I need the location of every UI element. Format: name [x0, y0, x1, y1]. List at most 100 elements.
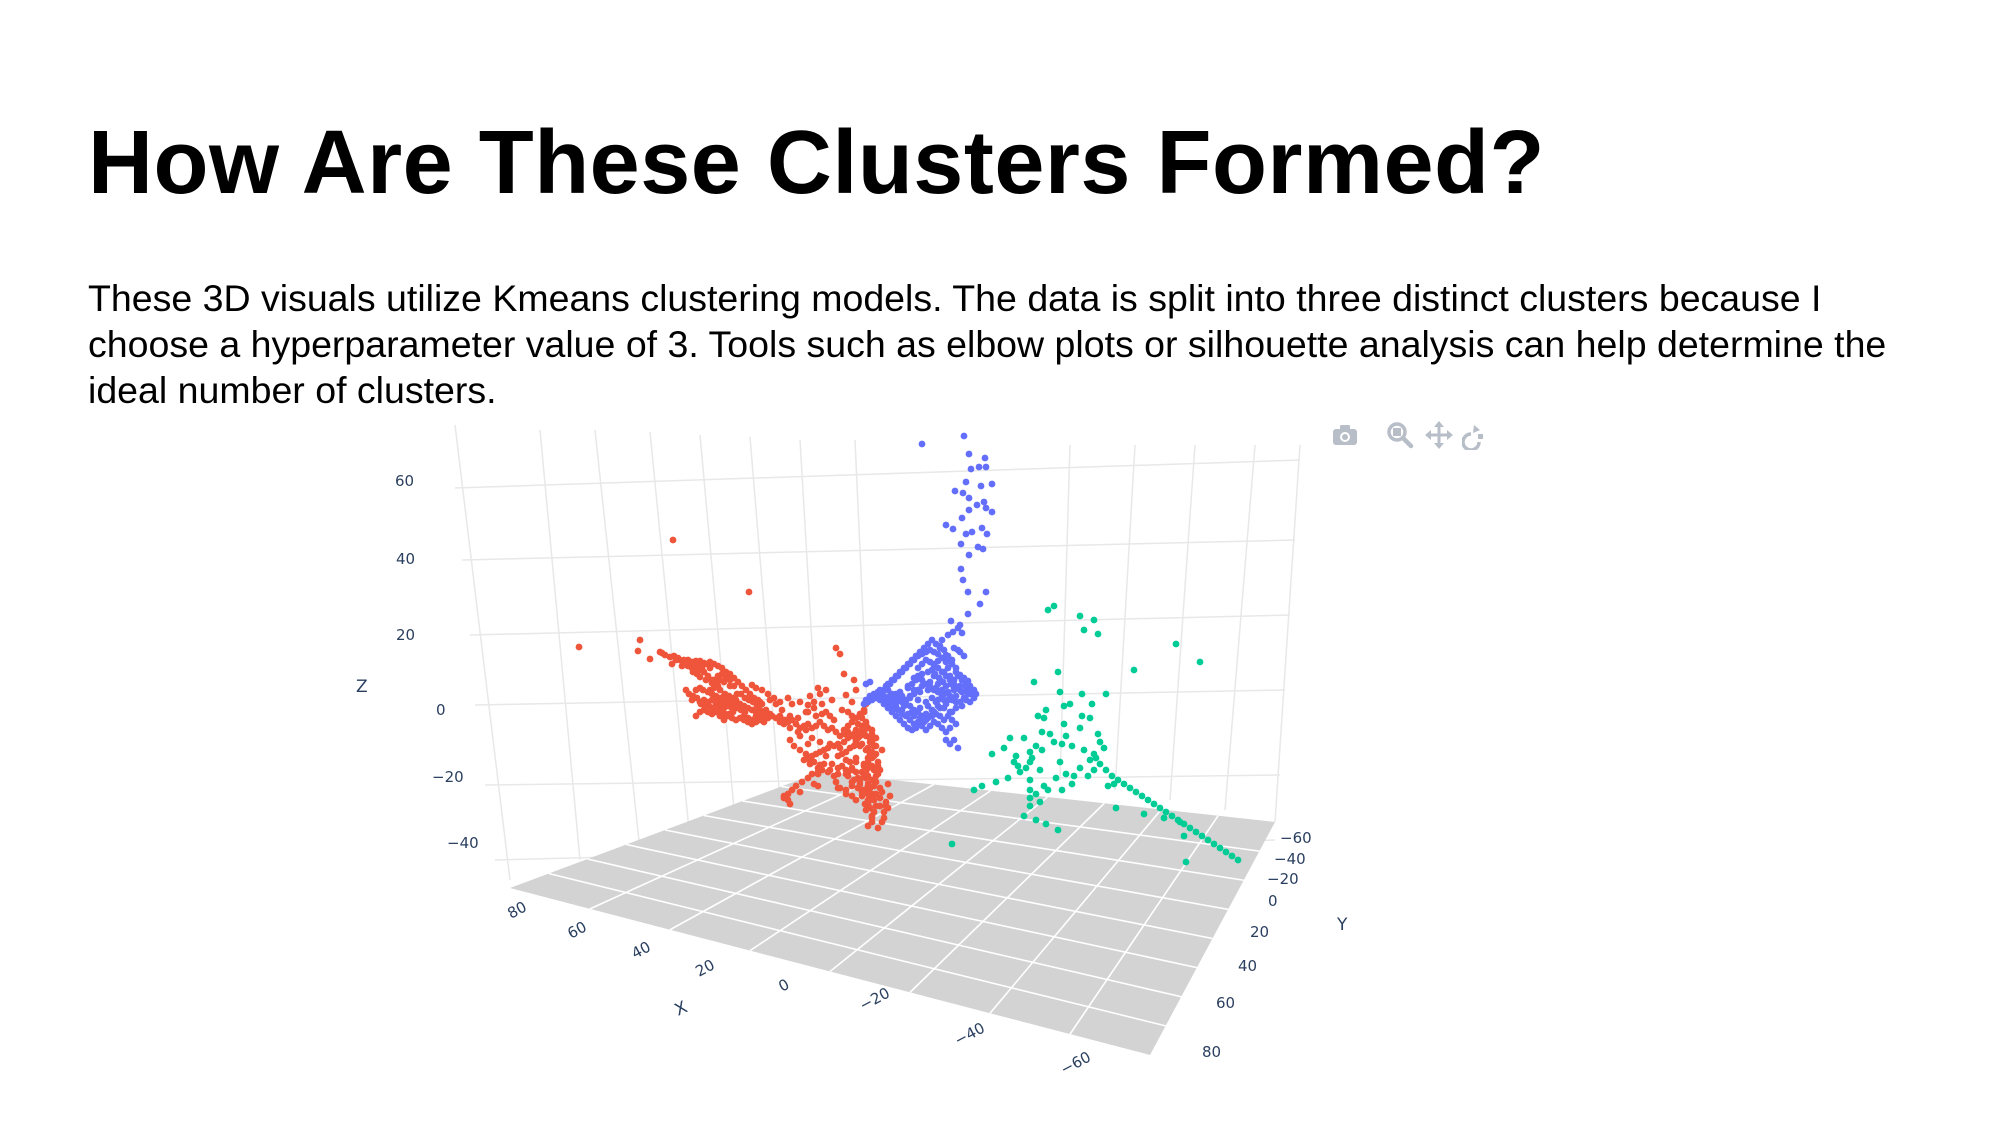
wall-gridline: [461, 539, 1296, 561]
data-point: [1102, 690, 1110, 698]
zoom-icon[interactable]: [1384, 420, 1414, 452]
data-point: [850, 676, 858, 684]
data-point: [864, 780, 872, 788]
pan-icon[interactable]: [1424, 420, 1454, 452]
data-point: [962, 478, 970, 486]
data-point: [874, 770, 882, 778]
data-point: [680, 660, 688, 668]
data-point: [1096, 738, 1104, 746]
data-point: [942, 736, 950, 744]
data-point: [910, 674, 918, 682]
y-tick-label: 0: [1268, 892, 1278, 910]
data-point: [840, 738, 848, 746]
data-point: [866, 738, 874, 746]
data-point: [1032, 790, 1040, 798]
y-axis-title: Y: [1336, 915, 1348, 935]
data-point: [976, 600, 984, 608]
camera-icon[interactable]: [1330, 420, 1360, 452]
data-point: [916, 704, 924, 712]
data-point: [1040, 782, 1048, 790]
orbit-rotation-icon[interactable]: [1461, 420, 1492, 452]
data-point: [968, 528, 976, 536]
data-point: [1180, 832, 1188, 840]
data-point: [1060, 702, 1068, 710]
data-point: [947, 617, 955, 625]
data-point: [1088, 700, 1096, 708]
data-point: [848, 782, 856, 790]
data-point: [1216, 844, 1224, 852]
data-point: [1068, 742, 1076, 750]
data-point: [864, 772, 872, 780]
data-point: [860, 760, 868, 768]
data-point: [810, 758, 818, 766]
data-point: [1004, 774, 1012, 782]
data-point: [860, 706, 868, 714]
data-point: [1076, 724, 1084, 732]
data-point: [1070, 772, 1078, 780]
data-point: [846, 758, 854, 766]
data-point: [1096, 760, 1104, 768]
data-point: [882, 798, 890, 806]
data-point: [762, 706, 770, 714]
data-point: [808, 734, 816, 742]
data-point: [816, 738, 824, 746]
data-point: [1156, 804, 1164, 812]
data-point: [828, 760, 836, 768]
wall-gridline: [699, 434, 736, 821]
data-point: [1130, 666, 1138, 674]
data-point: [1046, 730, 1054, 738]
data-point: [876, 802, 884, 810]
data-point: [1056, 688, 1064, 696]
data-point: [958, 514, 966, 522]
data-point: [1100, 744, 1108, 752]
data-point: [922, 698, 930, 706]
data-point: [906, 692, 914, 700]
data-point: [957, 540, 965, 548]
data-point: [938, 692, 946, 700]
x-tick-label: −60: [1057, 1048, 1093, 1079]
data-point: [1016, 768, 1024, 776]
data-point: [1050, 738, 1058, 746]
data-point: [1186, 824, 1194, 832]
data-point: [1168, 812, 1176, 820]
x-tick-label: 60: [564, 918, 589, 943]
wall-gridline: [1114, 444, 1136, 791]
data-point: [1026, 802, 1034, 810]
data-point: [960, 432, 968, 440]
data-point: [1120, 780, 1128, 788]
data-point: [944, 652, 952, 660]
z-tick-label: −20: [432, 768, 464, 786]
data-point: [1052, 774, 1060, 782]
data-point: [682, 686, 690, 694]
data-point: [926, 678, 934, 686]
data-point: [884, 680, 892, 688]
data-point: [948, 840, 956, 848]
data-point: [836, 650, 844, 658]
plot-modebar: [1330, 420, 1500, 452]
data-point: [975, 463, 983, 471]
y-tick-label: −20: [1267, 870, 1299, 888]
data-point: [930, 672, 938, 680]
data-point: [958, 629, 966, 637]
data-point: [800, 756, 808, 764]
data-point: [842, 770, 850, 778]
data-point: [1038, 728, 1046, 736]
data-point: [949, 525, 957, 533]
data-point: [1090, 766, 1098, 774]
x-tick-label: −40: [951, 1019, 987, 1050]
data-point: [834, 752, 842, 760]
y-tick-label: 20: [1250, 923, 1269, 941]
data-point: [1062, 732, 1070, 740]
data-point: [965, 506, 973, 514]
data-point: [942, 521, 950, 529]
data-point: [766, 696, 774, 704]
data-point: [1192, 828, 1200, 836]
data-point: [812, 712, 820, 720]
data-point: [866, 804, 874, 812]
data-point: [1094, 630, 1102, 638]
data-point: [1058, 786, 1066, 794]
wall-gridline: [454, 459, 1301, 489]
data-point: [802, 750, 810, 758]
data-point: [874, 762, 882, 770]
